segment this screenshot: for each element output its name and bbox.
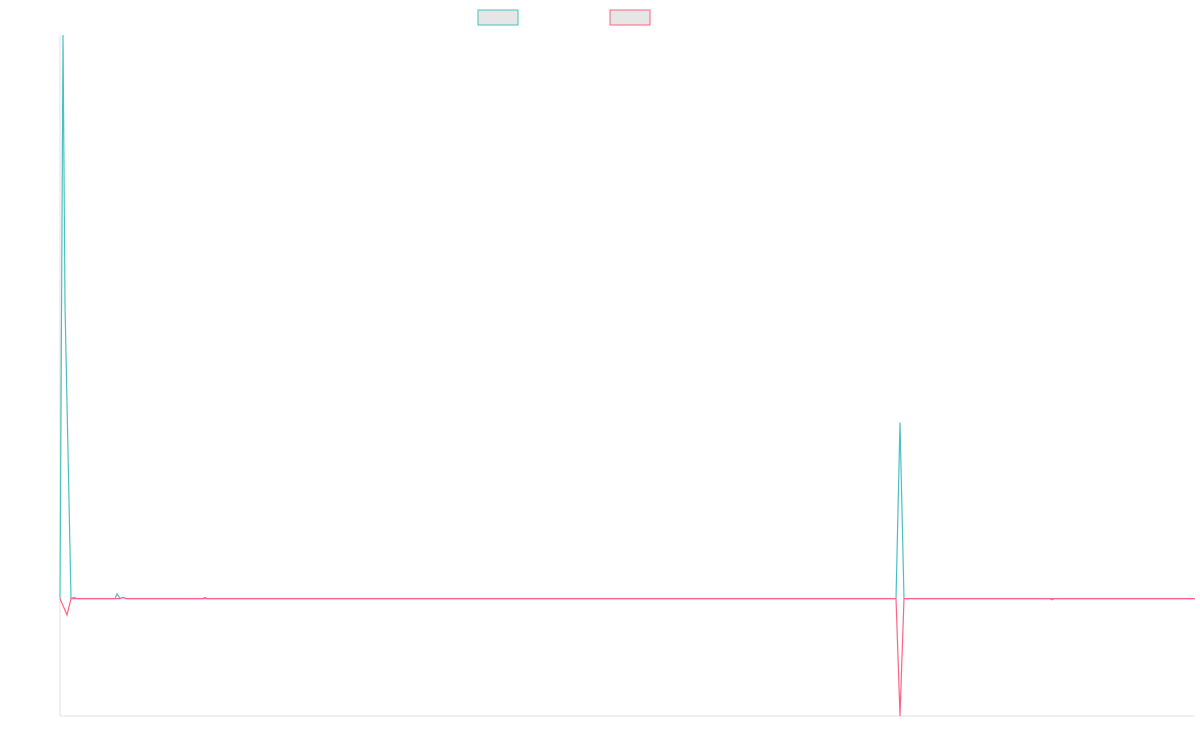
data-line xyxy=(59,34,1195,601)
legend-swatch xyxy=(477,9,519,26)
data-line xyxy=(59,596,1195,717)
legend-swatch xyxy=(609,9,651,26)
